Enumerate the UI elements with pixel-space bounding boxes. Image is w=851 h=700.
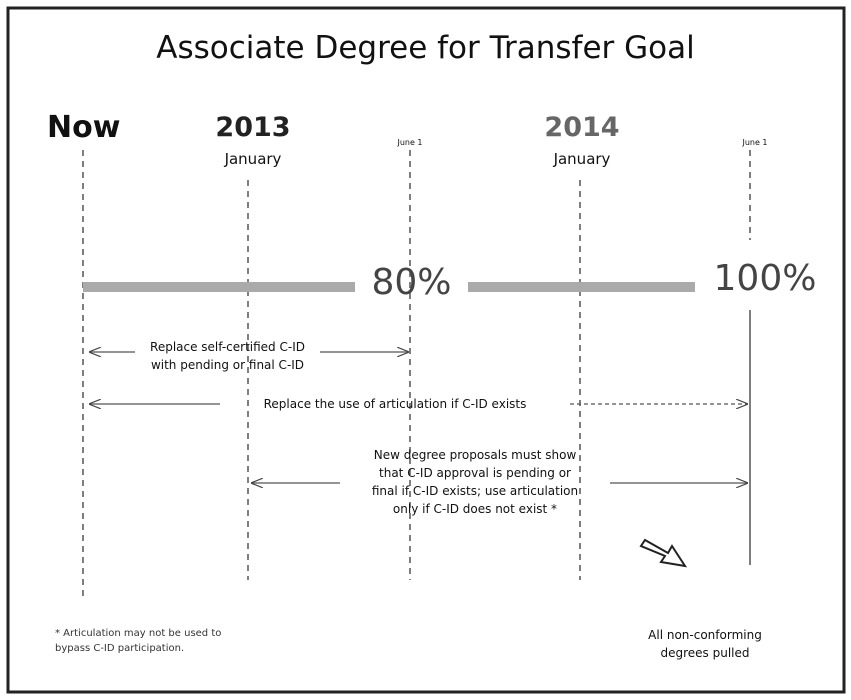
column-sub: January bbox=[553, 150, 611, 168]
column-heading: 2014 bbox=[544, 112, 620, 143]
footnote-line: bypass C-ID participation. bbox=[55, 643, 185, 654]
frame bbox=[6, 6, 846, 694]
outcome-line: degrees pulled bbox=[660, 646, 750, 660]
outcome: All non-conforming degrees pulled bbox=[630, 626, 780, 662]
column-sub: June 1 bbox=[397, 138, 423, 147]
footnote-line: * Articulation may not be used to bbox=[55, 628, 222, 639]
arrow-label: New degree proposals must show that C-ID… bbox=[340, 446, 610, 518]
milestone: 100% bbox=[713, 258, 817, 299]
timeline-verticals bbox=[82, 150, 751, 600]
outcome-line: All non-conforming bbox=[648, 628, 762, 642]
label-line: with pending or final C-ID bbox=[150, 358, 305, 372]
column-sub: June 1 bbox=[742, 138, 768, 147]
label-line: New degree proposals must show bbox=[373, 448, 577, 462]
label-line: only if C-ID does not exist * bbox=[392, 502, 558, 516]
footnote: * Articulation may not be used to bypass… bbox=[55, 626, 221, 656]
column-sub: January bbox=[224, 150, 282, 168]
title: Associate Degree for Transfer Goal bbox=[156, 30, 695, 66]
arrows bbox=[90, 352, 747, 568]
arrow-label: Replace the use of articulation if C-ID … bbox=[263, 397, 527, 411]
label-line: that C-ID approval is pending or bbox=[379, 466, 571, 480]
column-heading: 2013 bbox=[215, 112, 291, 143]
label-line: Replace self-certified C-ID bbox=[150, 340, 305, 354]
column-heading: Now bbox=[47, 110, 121, 145]
arrow-label: Replace self-certified C-ID with pending… bbox=[130, 338, 325, 374]
milestone: 80% bbox=[371, 262, 452, 303]
label-line: final if C-ID exists; use articulation bbox=[371, 484, 579, 498]
progress-bar bbox=[83, 282, 695, 292]
